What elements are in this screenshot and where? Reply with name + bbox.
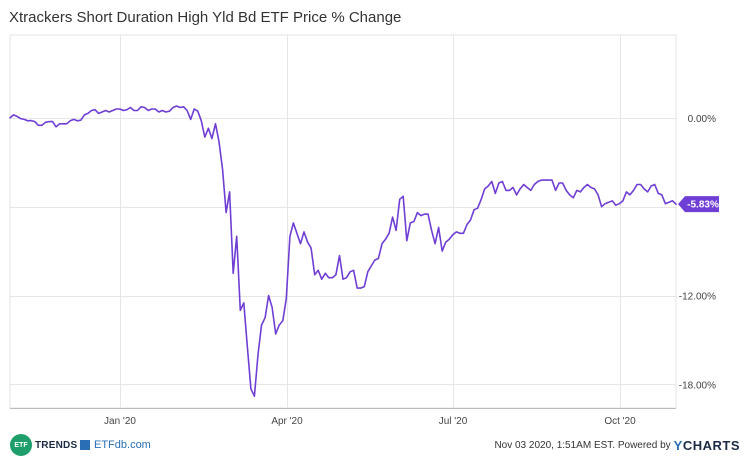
etfdb-logo[interactable]: ETFdb.com — [80, 433, 151, 457]
plot-frame — [9, 34, 677, 409]
credit-line: Nov 03 2020, 1:51AM EST. Powered by YCHA… — [494, 438, 740, 453]
x-tick-label: Oct '20 — [604, 416, 636, 427]
y-tick-label: -12.00% — [679, 292, 716, 303]
y-tick-label: -18.00% — [679, 380, 716, 391]
last-value-flag — [678, 196, 719, 213]
footer: ETF TRENDS ETFdb.com Nov 03 2020, 1:51AM… — [0, 428, 750, 462]
etfdb-square-icon — [80, 440, 90, 450]
last-value-callout: -5.83% — [678, 196, 719, 213]
last-value-label: -5.83% — [687, 200, 719, 211]
ycharts-y-letter: Y — [673, 438, 683, 453]
y-tick-label: 0.00% — [688, 114, 716, 125]
x-tick-label: Jul '20 — [439, 416, 468, 427]
etftrends-logo[interactable]: ETF TRENDS — [10, 433, 77, 457]
etftrends-text: TRENDS — [35, 439, 78, 451]
ycharts-logo[interactable]: YCHARTS — [674, 438, 740, 453]
timestamp-credit: Nov 03 2020, 1:51AM EST. Powered by — [494, 440, 671, 451]
chart-title: Xtrackers Short Duration High Yld Bd ETF… — [9, 9, 402, 26]
series-line — [9, 105, 677, 397]
etftrends-badge-icon: ETF — [10, 434, 32, 456]
x-tick-label: Jan '20 — [104, 416, 136, 427]
ycharts-rest-letters: CHARTS — [682, 438, 740, 453]
etfdb-text: ETFdb.com — [94, 439, 151, 451]
x-tick-label: Apr '20 — [271, 416, 303, 427]
